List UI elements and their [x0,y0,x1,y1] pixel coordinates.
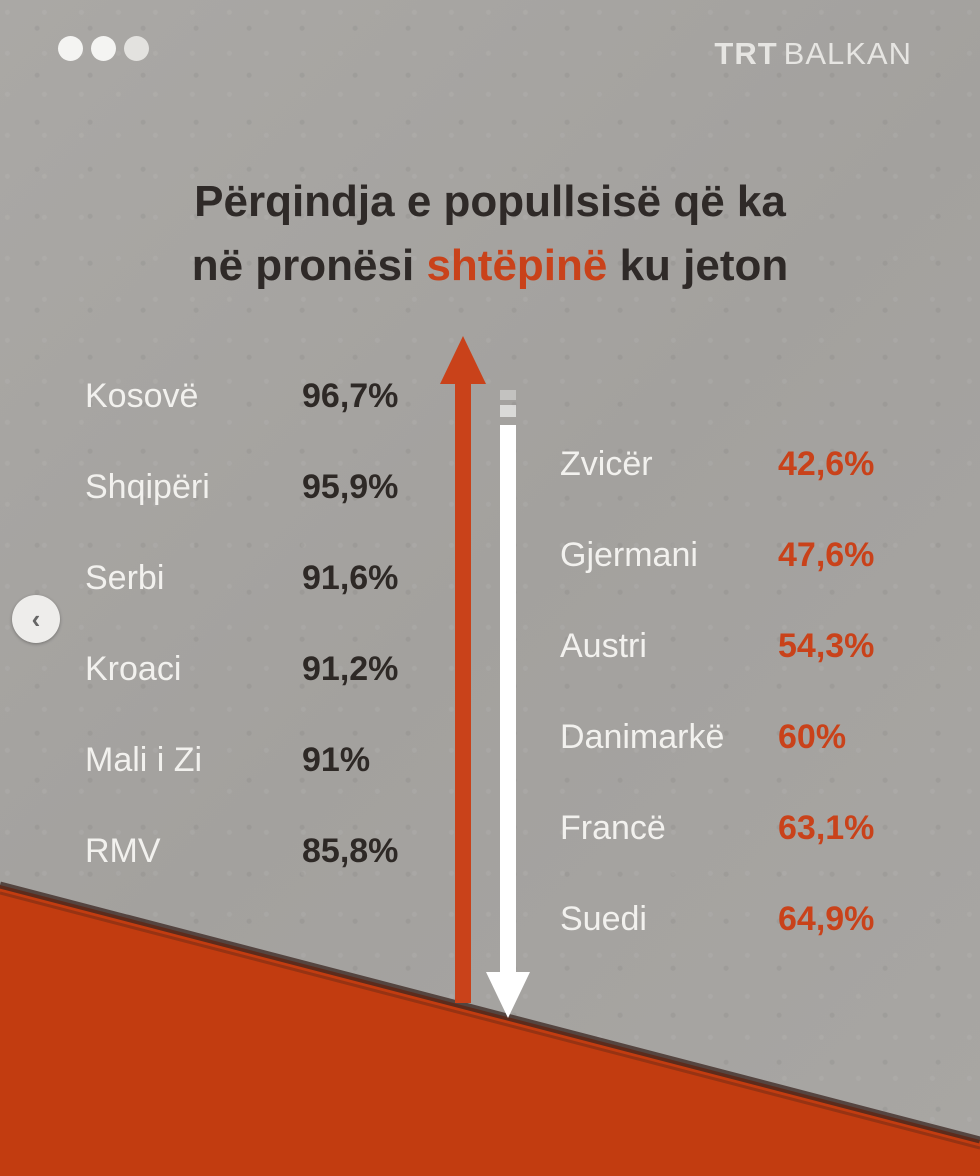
chevron-left-icon: ‹ [31,603,41,634]
country-name: Kroaci [85,650,182,688]
arrow-down-icon [486,390,530,1018]
country-name: Mali i Zi [85,741,203,779]
page-dot [91,36,116,61]
ownership-value: 47,6% [778,536,875,574]
ownership-value: 91,6% [302,559,399,597]
ownership-value: 42,6% [778,445,875,483]
page-dot [58,36,83,61]
title-line2-pre: në pronësi [191,241,427,290]
country-name: Suedi [560,900,647,938]
carousel-page-dots [58,36,149,61]
ownership-value: 91,2% [302,650,399,688]
carousel-prev-button[interactable]: ‹ [12,595,60,643]
country-name: Zvicër [560,445,653,483]
country-name: Serbi [85,559,165,597]
ownership-value: 95,9% [302,468,399,506]
country-name: Austri [560,627,647,665]
arrow-up-icon [440,336,486,1003]
brand-logo: TRT BALKAN [714,36,912,72]
country-name: Kosovë [85,377,199,415]
ownership-value: 54,3% [778,627,875,665]
country-name: Danimarkë [560,718,725,756]
title-line1: Përqindja e popullsisë që ka [194,177,786,226]
country-name: RMV [85,832,161,870]
ownership-value: 60% [778,718,847,756]
country-name: Francë [560,809,666,847]
ownership-value: 64,9% [778,900,875,938]
brand-logo-part2: BALKAN [783,36,912,71]
ownership-value: 85,8% [302,832,399,870]
country-name: Shqipëri [85,468,210,506]
title-line2-post: ku jeton [607,241,789,290]
brand-logo-part1: TRT [714,36,778,71]
title-highlight: shtëpinë [426,241,608,290]
ownership-value: 63,1% [778,809,875,847]
country-name: Gjermani [560,536,698,574]
ownership-value: 96,7% [302,377,399,415]
ownership-value: 91% [302,741,371,779]
page-dot [124,36,149,61]
page-title: Përqindja e popullsisë që ka në pronësi … [0,170,980,298]
